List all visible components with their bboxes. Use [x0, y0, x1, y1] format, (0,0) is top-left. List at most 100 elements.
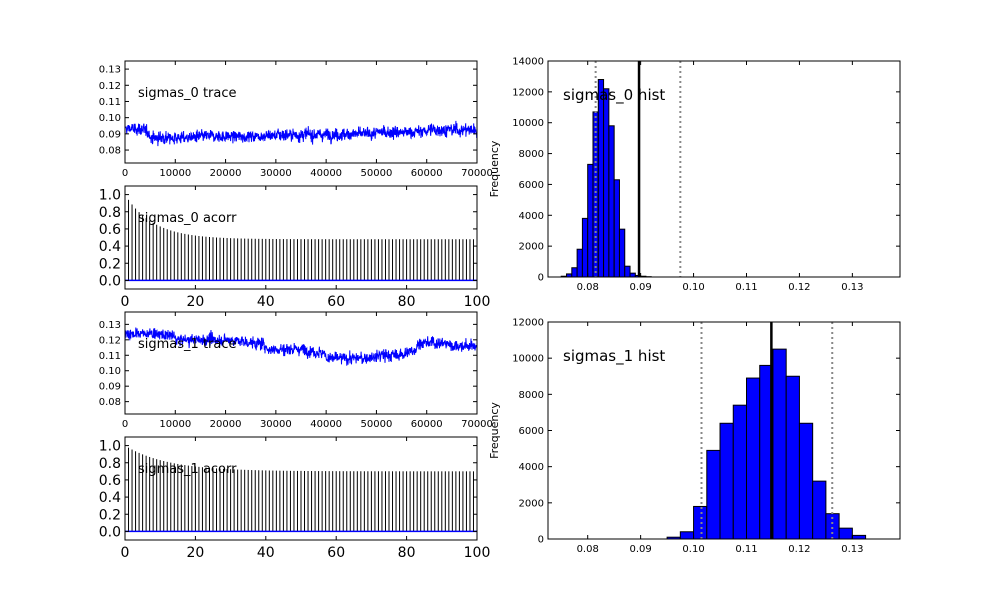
x-tick-label: 0.12 — [788, 282, 810, 293]
y-tick-label: 2000 — [519, 498, 544, 509]
hist-bar — [719, 422, 734, 540]
panel-title: sigmas_1 trace — [138, 337, 237, 352]
x-tick-label: 0.11 — [735, 282, 757, 293]
hist-bar — [693, 505, 708, 540]
x-tick-label: 0.08 — [577, 282, 599, 293]
x-tick-label: 10000 — [159, 168, 191, 179]
x-tick-label: 50000 — [361, 419, 393, 430]
x-tick-label: 0.09 — [629, 282, 651, 293]
y-tick-label: 0 — [538, 273, 544, 284]
x-tick-label: 10000 — [159, 419, 191, 430]
hist-bar — [679, 531, 695, 540]
y-tick-label: 10000 — [512, 354, 544, 365]
y-tick-label: 4000 — [519, 211, 544, 222]
y-tick-label: 0.11 — [99, 351, 121, 362]
x-tick-label: 0.10 — [682, 544, 704, 555]
axes-frame — [124, 185, 478, 290]
x-tick-label: 0.09 — [629, 544, 651, 555]
y-tick-label: 0.8 — [99, 456, 121, 472]
x-tick-label: 0.11 — [735, 544, 757, 555]
axes-frame — [124, 60, 478, 164]
sigmas1-acorr-panel: 0 20 40 60 80 100 0.00.20.40.60.81.0 sigmas_1 a… — [99, 436, 491, 561]
sigmas1-trace-panel: 0 10000 20000 30000 40000 50000 60000 70000 0.08… — [99, 311, 493, 430]
y-tick-label: 12000 — [512, 87, 544, 98]
y-tick-label: 0.0 — [99, 273, 121, 289]
sigmas0-hist-panel: 0.08 0.09 0.10 0.11 0.12 0.13 0 2000 4000 6000 800… — [488, 57, 901, 293]
x-tick-label: 100 — [464, 545, 491, 561]
hist-bar — [851, 534, 867, 540]
y-tick-label: 1.0 — [99, 188, 121, 204]
y-axis-label: Frequency — [488, 402, 501, 459]
y-tick-label: 0.4 — [99, 490, 121, 506]
x-tick-label: 20000 — [210, 419, 242, 430]
x-tick-label: 0.12 — [788, 544, 810, 555]
hist-bar — [732, 404, 747, 540]
y-tick-label: 0.2 — [99, 256, 121, 272]
hist-bar — [597, 79, 605, 278]
hist-bar — [812, 480, 827, 540]
y-axis-label: Frequency — [488, 140, 501, 197]
x-tick-label: 70000 — [461, 419, 493, 430]
x-tick-label: 0 — [122, 168, 128, 179]
x-tick-label: 80 — [398, 294, 416, 310]
hist-bar — [706, 449, 721, 540]
y-tick-label: 6000 — [519, 180, 544, 191]
y-tick-label: 0.6 — [99, 222, 121, 238]
hist-bar — [618, 228, 626, 278]
x-tick-label: 40000 — [310, 419, 342, 430]
y-tick-label: 0.09 — [99, 129, 121, 140]
hist-bar — [798, 422, 814, 540]
x-tick-label: 20000 — [210, 168, 242, 179]
x-tick-label: 0 — [121, 294, 130, 310]
hist-bar — [624, 265, 631, 278]
x-tick-label: 40000 — [310, 168, 342, 179]
y-tick-label: 1.0 — [99, 439, 121, 455]
y-tick-label: 0.0 — [99, 524, 121, 540]
y-tick-label: 0.10 — [99, 366, 121, 377]
y-tick-label: 12000 — [512, 318, 544, 329]
y-tick-label: 0.10 — [99, 113, 121, 124]
hist-bar — [613, 179, 620, 278]
hist-bar — [603, 88, 610, 278]
y-tick-label: 10000 — [512, 118, 544, 129]
hist-bar — [745, 377, 761, 540]
hist-bar — [587, 163, 594, 278]
x-tick-label: 0.13 — [841, 544, 863, 555]
y-tick-label: 0.09 — [99, 382, 121, 393]
x-tick-label: 30000 — [260, 419, 292, 430]
hist-bar — [785, 375, 800, 540]
y-tick-label: 14000 — [512, 57, 544, 68]
sigmas0-trace-panel: 0 10000 20000 30000 40000 50000 60000 70000 0.08… — [99, 60, 493, 179]
x-tick-label: 0 — [122, 419, 128, 430]
y-tick-label: 0.11 — [99, 97, 121, 108]
axes-frame — [547, 60, 901, 278]
y-tick-label: 0.08 — [99, 146, 121, 157]
y-tick-label: 0.08 — [99, 397, 121, 408]
y-tick-label: 0.2 — [99, 507, 121, 523]
y-tick-label: 0 — [538, 535, 544, 546]
x-tick-label: 50000 — [361, 168, 393, 179]
panel-title: sigmas_0 hist — [563, 86, 665, 105]
y-tick-label: 0.13 — [99, 320, 121, 331]
y-tick-label: 0.12 — [99, 335, 121, 346]
x-tick-label: 30000 — [260, 168, 292, 179]
hist-bar — [838, 527, 853, 540]
hist-bar — [772, 348, 787, 540]
x-tick-label: 20 — [186, 545, 204, 561]
panel-title: sigmas_1 acorr — [138, 462, 237, 477]
y-tick-label: 8000 — [519, 390, 544, 401]
axes-frame — [124, 436, 478, 541]
x-tick-label: 0.10 — [682, 282, 704, 293]
x-tick-label: 0.08 — [577, 544, 599, 555]
trace-series-line — [124, 120, 478, 147]
y-tick-label: 4000 — [519, 462, 544, 473]
y-tick-label: 2000 — [519, 242, 544, 253]
y-tick-label: 0.6 — [99, 473, 121, 489]
hist-bar — [629, 272, 636, 278]
y-tick-label: 0.13 — [99, 65, 121, 76]
hist-bar — [608, 125, 615, 278]
panel-title: sigmas_1 hist — [563, 347, 665, 366]
x-tick-label: 60 — [327, 545, 345, 561]
hist-bar — [581, 217, 589, 278]
